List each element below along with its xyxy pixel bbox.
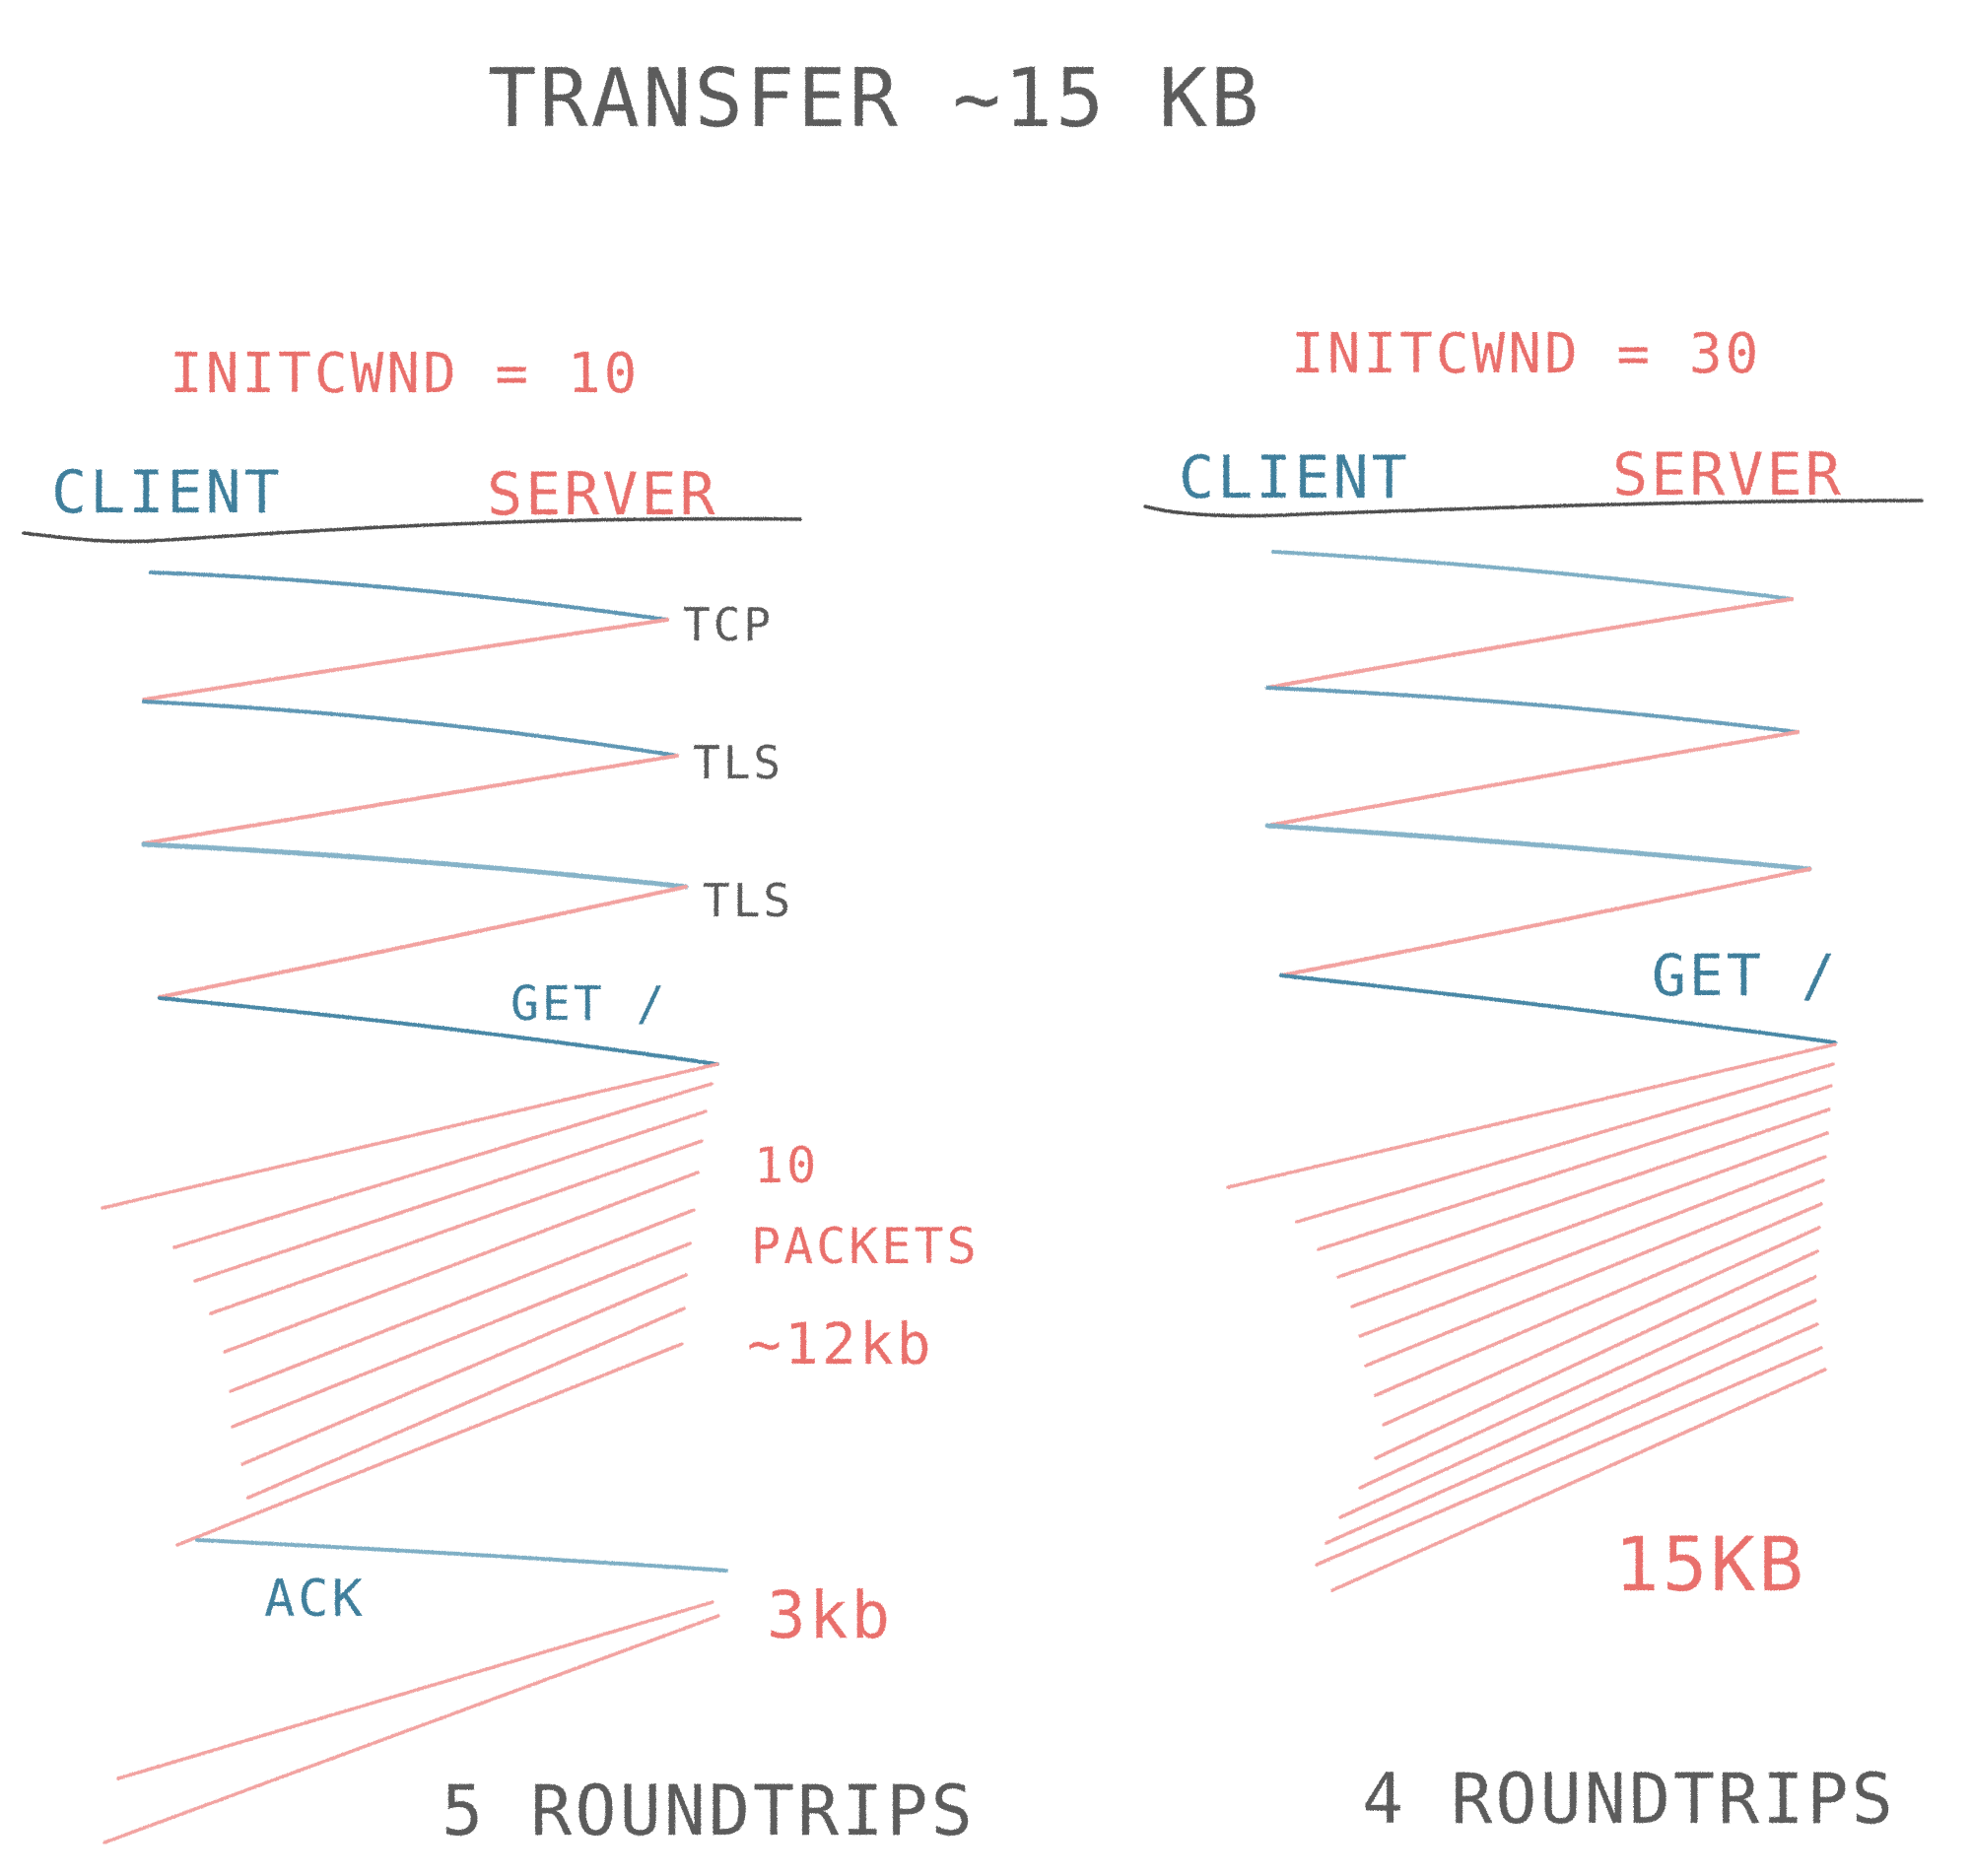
right-tcp-syn-arrow [1271,550,1794,601]
right-roundtrips-label: 4 ROUNDTRIPS [1362,1759,1896,1840]
right-tls2-response-arrow [1279,867,1811,977]
left-client-label: CLIENT [51,458,283,527]
right-server-label: SERVER [1612,440,1844,509]
right-packet-line [1317,1084,1833,1251]
right-packet-line [1338,1299,1817,1519]
left-data-burst [101,1062,719,1547]
right-tls1-request-arrow [1265,686,1800,734]
right-packet-line [1374,1249,1819,1460]
left-packet-line [193,1109,708,1283]
right-packet-line [1336,1107,1831,1279]
right-packet-line [1315,1346,1823,1567]
left-packet-line [229,1208,696,1393]
right-get-request-arrow [1279,973,1837,1044]
right-packet-line [1325,1322,1819,1545]
left-tls2-response-arrow [158,885,688,999]
left-second-packet-line [102,1614,720,1844]
left-burst-label-line-2: PACKETS [751,1218,980,1275]
left-tls1-label: TLS [693,736,783,789]
left-packet-line [209,1139,704,1315]
left-packet-line [246,1306,686,1500]
right-burst-label: 15KB [1614,1520,1806,1608]
right-panel: INITCWND = 30 CLIENT SERVER GET / [1143,322,1924,1840]
right-tcp-synack-arrow [1265,597,1794,690]
left-burst-label-line-1: 10 [754,1137,819,1194]
left-get-request-arrow [158,996,719,1066]
right-tls2-request-arrow [1264,823,1812,872]
right-packet-line [1295,1062,1835,1224]
right-packet-line [1358,1275,1817,1490]
right-packet-line [1374,1202,1823,1397]
left-initcwnd-label: INITCWND = 10 [170,342,640,406]
left-packet-line [101,1062,719,1210]
left-burst-label-line-3: ~12kb [747,1310,934,1377]
left-header-divider [22,516,802,544]
left-tcp-synack-arrow [142,618,669,702]
left-tcp-label: TCP [683,598,774,651]
left-tls2-request-arrow [141,841,689,890]
left-packet-line [231,1241,692,1429]
left-second-packet-line [116,1600,714,1780]
right-client-label: CLIENT [1179,443,1410,512]
right-packet-line [1350,1131,1829,1308]
left-packet-line [172,1082,714,1249]
right-packet-line [1364,1178,1825,1368]
left-tls1-response-arrow [142,754,679,845]
left-tls1-request-arrow [142,700,679,758]
right-packet-line [1330,1368,1827,1592]
right-header-divider [1143,499,1924,518]
left-tcp-syn-arrow [149,570,669,622]
right-get-label: GET / [1652,942,1839,1009]
left-second-burst-label: 3kb [767,1577,893,1653]
left-tls2-label: TLS [703,874,793,927]
left-packet-line [240,1273,688,1466]
right-packet-line [1226,1042,1837,1189]
left-ack-label: ACK [264,1570,366,1629]
left-ack-arrow [195,1538,728,1573]
right-initcwnd-label: INITCWND = 30 [1291,322,1761,386]
left-panel: INITCWND = 10 CLIENT SERVER TCP TLS TLS … [22,342,980,1851]
left-roundtrips-label: 5 ROUNDTRIPS [442,1771,976,1851]
right-tls1-response-arrow [1265,730,1800,828]
right-packet-line [1358,1155,1827,1338]
left-packet-line [175,1342,684,1547]
left-packet-line [223,1171,700,1354]
right-packet-line [1382,1226,1821,1427]
diagram-title: TRANSFER ~15 KB [488,52,1262,146]
left-get-label: GET / [510,976,668,1032]
right-data-burst [1226,1042,1837,1592]
